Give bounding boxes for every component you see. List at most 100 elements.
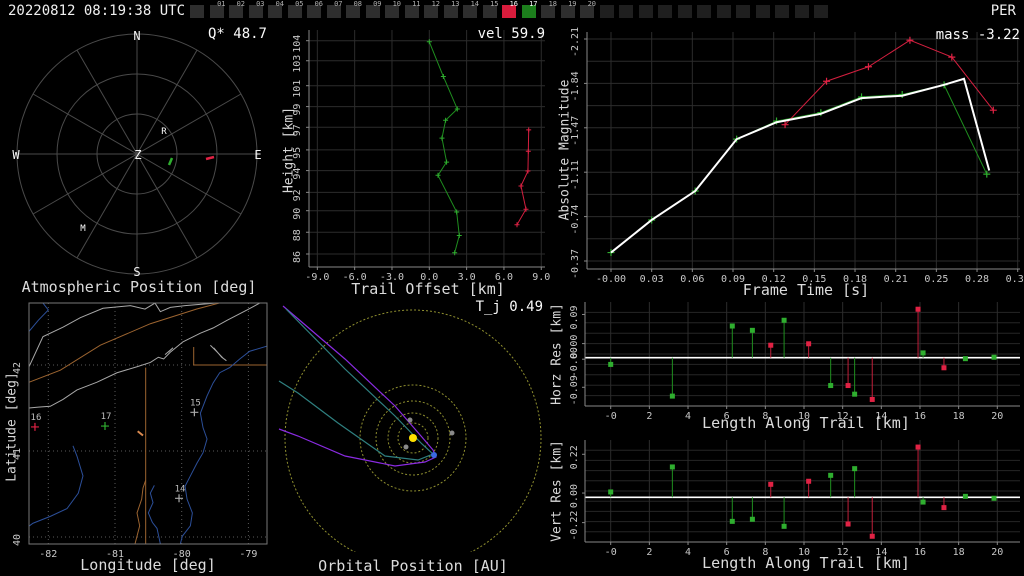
frame-box[interactable] <box>697 5 711 18</box>
frame-box[interactable] <box>658 5 672 18</box>
res-xtick: 6 <box>724 547 730 558</box>
frame-box[interactable] <box>794 5 809 18</box>
mag-xtick: 0.21 <box>884 274 908 285</box>
frame-box-14[interactable]: 14 <box>463 0 479 18</box>
state-border <box>193 346 267 366</box>
frame-box[interactable] <box>814 5 828 18</box>
residual-point <box>768 342 774 348</box>
residual-point <box>781 523 787 529</box>
panel-orbit <box>278 305 542 552</box>
top-status-bar: 20220812 08:19:38 UTC 01 02 03 04 05 06 07 08 09… <box>0 0 1024 22</box>
frame-box[interactable] <box>716 5 731 18</box>
data-point <box>443 117 449 123</box>
residual-point <box>828 383 834 389</box>
station-label-15: 15 <box>190 398 201 408</box>
station-1-line <box>428 41 460 253</box>
orbit-mars <box>359 384 467 492</box>
axis-vert-res: Vert Res [km] <box>549 440 565 542</box>
data-point <box>525 148 531 154</box>
res-xtick: 18 <box>953 547 965 558</box>
data-point <box>514 222 520 228</box>
frame-box[interactable] <box>755 5 770 18</box>
polar-spoke <box>32 93 242 215</box>
frame-box-02[interactable]: 02 <box>229 0 245 18</box>
frame-box[interactable] <box>619 5 633 18</box>
river <box>29 445 84 527</box>
axis-height: Height [km] <box>281 106 297 194</box>
frame-box[interactable] <box>775 5 789 18</box>
frame-box-19[interactable]: 19 <box>560 0 577 18</box>
residual-point <box>729 323 735 329</box>
res-xtick: 4 <box>685 547 691 558</box>
mag-xtick: 0.09 <box>721 274 745 285</box>
frame-number-label: 16 <box>509 0 518 8</box>
frame-box-20[interactable]: 20 <box>580 0 596 18</box>
data-point <box>440 74 446 80</box>
frame-box-10[interactable]: 10 <box>385 0 401 18</box>
trail-xtick: -9.0 <box>305 272 329 283</box>
residual-point <box>941 365 947 371</box>
river <box>179 345 267 544</box>
data-point <box>456 232 462 238</box>
frame-box-12[interactable]: 12 <box>424 0 440 18</box>
frame-box-05[interactable]: 05 <box>287 0 304 18</box>
res-xtick: 16 <box>914 411 926 422</box>
data-point <box>989 106 997 114</box>
shower-code-label: PER <box>990 3 1016 19</box>
trail-ytick: 95 <box>292 147 303 159</box>
frame-box-18[interactable]: 18 <box>541 0 557 18</box>
res-xtick: 14 <box>875 411 887 422</box>
frame-box[interactable] <box>638 5 653 18</box>
res-xtick: 4 <box>685 411 691 422</box>
trail-ytick: 103 <box>292 55 303 73</box>
data-point <box>525 168 531 174</box>
frame-box-06[interactable]: 06 <box>307 0 323 18</box>
mag-xtick: 0.31 <box>1006 274 1024 285</box>
res-xtick: 2 <box>646 547 652 558</box>
map-xtick: -79 <box>239 549 257 560</box>
res-xtick: 12 <box>837 411 849 422</box>
frame-box-17[interactable]: 17 <box>521 0 538 18</box>
res-xtick: 20 <box>991 547 1003 558</box>
mag-ytick: -1.47 <box>570 116 581 146</box>
frame-number-label: 04 <box>275 0 284 8</box>
frame-box-09[interactable]: 09 <box>365 0 382 18</box>
res-xtick: 12 <box>837 547 849 558</box>
polar-title-q: Q* 48.7 <box>207 26 267 42</box>
frame-number-label: 08 <box>353 0 362 8</box>
frame-box-15[interactable]: 15 <box>482 0 499 18</box>
coastline <box>164 347 174 356</box>
station-label-16: 16 <box>31 413 42 423</box>
state-border <box>134 480 147 544</box>
residual-point <box>768 481 774 487</box>
frame-box[interactable] <box>677 5 692 18</box>
station-label-17: 17 <box>101 412 112 422</box>
caption-orbital-position: Orbital Position [AU] <box>318 557 508 575</box>
frame-box-01[interactable]: 01 <box>209 0 226 18</box>
panel-magnitude: -0.00 0.03 0.06 0.09 0.12 0.15 0.18 0.21 0.25 0.2… <box>570 27 1024 285</box>
residual-point <box>869 396 875 402</box>
frame-box[interactable] <box>736 5 750 18</box>
frame-box[interactable] <box>190 5 204 18</box>
frame-box-11[interactable]: 11 <box>404 0 421 18</box>
frame-box-07[interactable]: 07 <box>326 0 343 18</box>
trail-xtick: 0.0 <box>420 272 438 283</box>
res-xtick: 10 <box>798 411 810 422</box>
frame-box-13[interactable]: 13 <box>443 0 460 18</box>
frame-number-label: 14 <box>470 0 479 8</box>
map-ytick: 41 <box>12 448 23 460</box>
residual-point <box>920 499 926 505</box>
data-point <box>781 121 789 129</box>
frame-box-08[interactable]: 08 <box>346 0 362 18</box>
frame-box-16[interactable]: 16 <box>502 0 518 18</box>
frame-box-04[interactable]: 04 <box>268 0 284 18</box>
frame-box-03[interactable]: 03 <box>248 0 265 18</box>
residual-point <box>729 518 735 524</box>
station-marker-16 <box>30 422 39 431</box>
frame-box[interactable] <box>599 5 614 18</box>
coastline <box>29 303 224 369</box>
polar-annotation-M: M <box>80 224 86 234</box>
data-point <box>518 183 524 189</box>
res-ytick: 0.22 <box>569 445 580 469</box>
trail-xtick: 9.0 <box>532 272 550 283</box>
